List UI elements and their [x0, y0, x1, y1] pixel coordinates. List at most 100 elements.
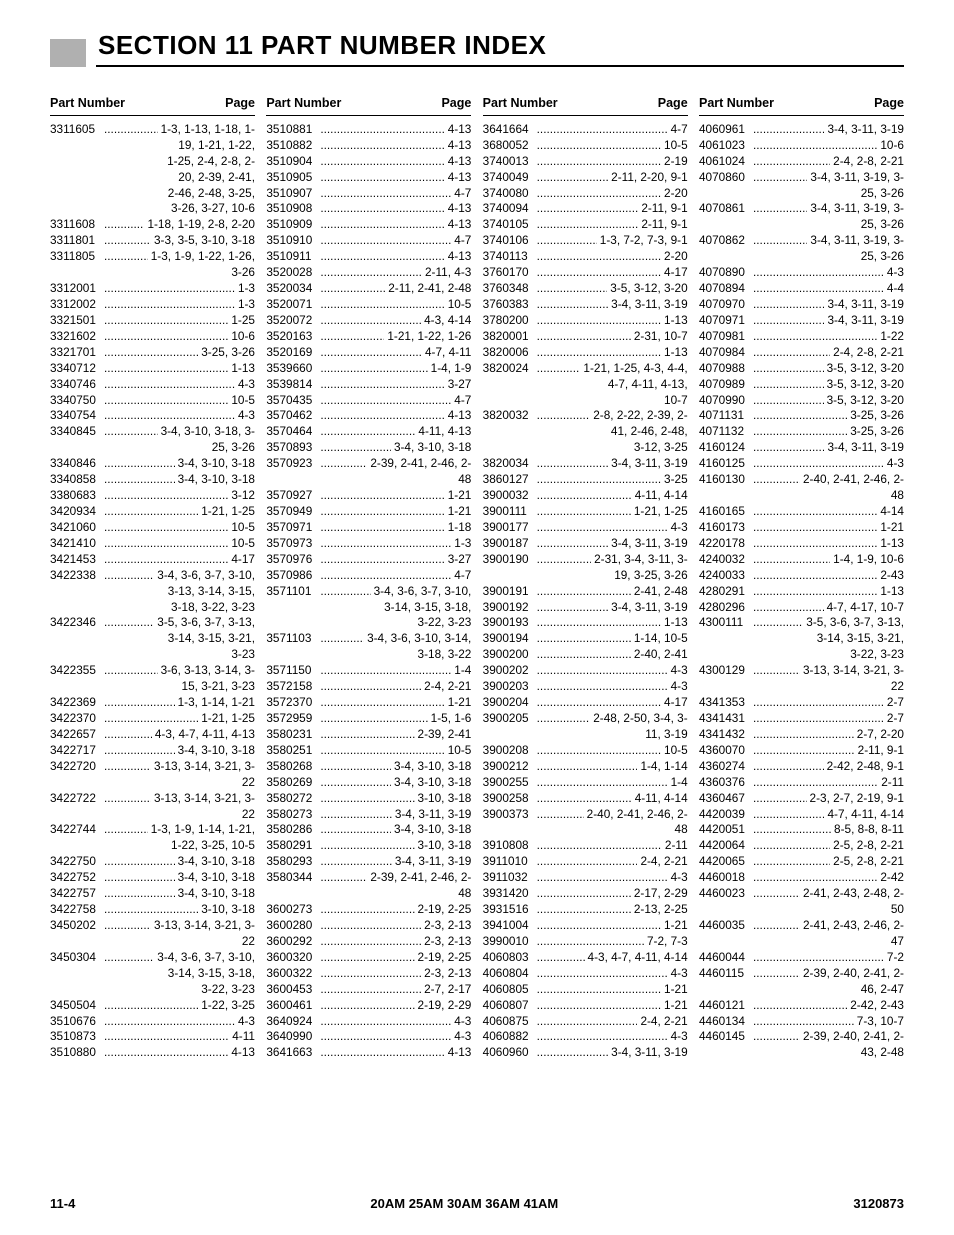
- index-entry: 35109114-13: [266, 249, 471, 265]
- page-refs: 2-5, 2-8, 2-21: [753, 854, 904, 870]
- page-refs: 10-5: [537, 743, 688, 759]
- part-number: 3580286: [266, 822, 320, 838]
- part-number: 3900200: [483, 647, 537, 663]
- page-refs: 3-13, 3-14, 3-21, 3-: [753, 663, 904, 679]
- page-refs: 3-25, 3-26: [104, 345, 255, 361]
- index-entry: 35200724-3, 4-14: [266, 313, 471, 329]
- index-entry: 33120021-3: [50, 297, 255, 313]
- index-entry: 37802001-13: [483, 313, 688, 329]
- index-entry: 40709842-4, 2-8, 2-21: [699, 345, 904, 361]
- part-number: 3450304: [50, 950, 104, 966]
- page-refs-cont: 3-14, 3-15, 3-21,: [699, 631, 904, 647]
- part-number: 3422355: [50, 663, 104, 679]
- index-entry: 40610242-4, 2-8, 2-21: [699, 154, 904, 170]
- part-number: 3900208: [483, 743, 537, 759]
- part-number: 3820032: [483, 408, 537, 424]
- index-entry: 37400132-19: [483, 154, 688, 170]
- index-entry: 43413532-7: [699, 695, 904, 711]
- page-refs: 1-3: [320, 536, 471, 552]
- page-refs: 2-11, 4-3: [320, 265, 471, 281]
- page-refs: 4-3: [537, 966, 688, 982]
- index-entry: 37400802-20: [483, 186, 688, 202]
- index-entry: 35109044-13: [266, 154, 471, 170]
- part-number: 3450504: [50, 998, 104, 1014]
- index-entry: 35802312-39, 2-41: [266, 727, 471, 743]
- part-number: 3520071: [266, 297, 320, 313]
- index-entry: 44600447-2: [699, 950, 904, 966]
- index-entry: 36002732-19, 2-25: [266, 902, 471, 918]
- page-refs: 2-5, 2-8, 2-21: [753, 838, 904, 854]
- part-number: 3380683: [50, 488, 104, 504]
- index-entry: 40711323-25, 3-26: [699, 424, 904, 440]
- page-refs: 3-5, 3-12, 3-20: [537, 281, 688, 297]
- index-entry: 39002551-4: [483, 775, 688, 791]
- part-number: 4460121: [699, 998, 753, 1014]
- index-entry: 35108814-13: [266, 122, 471, 138]
- part-number: 4061024: [699, 154, 753, 170]
- page-refs: 4-13: [320, 138, 471, 154]
- page-refs: 3-13, 3-14, 3-21, 3-: [104, 918, 255, 934]
- part-number: 4300111: [699, 615, 753, 631]
- index-entry: 40608752-4, 2-21: [483, 1014, 688, 1030]
- page-refs: 2-3, 2-13: [320, 966, 471, 982]
- part-number: 4460115: [699, 966, 753, 982]
- index-entry: 41601654-14: [699, 504, 904, 520]
- index-entry: 39314202-17, 2-29: [483, 886, 688, 902]
- part-number: 3900032: [483, 488, 537, 504]
- page-refs: 3-4, 3-6, 3-7, 3-10,: [104, 950, 255, 966]
- part-number: 4160130: [699, 472, 753, 488]
- part-number: 4060875: [483, 1014, 537, 1030]
- index-entry: 33408453-4, 3-10, 3-18, 3-: [50, 424, 255, 440]
- part-number: 4460018: [699, 870, 753, 886]
- index-entry: 36409244-3: [266, 1014, 471, 1030]
- page-refs-cont: 3-26: [50, 265, 255, 281]
- page-refs: 3-5, 3-12, 3-20: [753, 377, 904, 393]
- part-number: 3740105: [483, 217, 537, 233]
- page-refs: 1-21, 1-25: [104, 504, 255, 520]
- index-entry: 43001293-13, 3-14, 3-21, 3-: [699, 663, 904, 679]
- page-refs: 4-13: [104, 1045, 255, 1061]
- index-entry: 39108082-11: [483, 838, 688, 854]
- page-refs: 3-4, 3-10, 3-18, 3-: [104, 424, 255, 440]
- page-refs: 4-3: [320, 1014, 471, 1030]
- index-entry: 36416634-13: [266, 1045, 471, 1061]
- part-number: 4160165: [699, 504, 753, 520]
- index-entry: 36004612-19, 2-29: [266, 998, 471, 1014]
- page-refs: 1-18: [320, 520, 471, 536]
- index-entry: 39002584-11, 4-14: [483, 791, 688, 807]
- index-entry: 42802964-7, 4-17, 10-7: [699, 600, 904, 616]
- part-number: 3580293: [266, 854, 320, 870]
- page-refs: 2-40, 2-41: [537, 647, 688, 663]
- part-number: 3900193: [483, 615, 537, 631]
- page-refs: 1-5, 1-6: [320, 711, 471, 727]
- page-refs: 4-3, 4-14: [320, 313, 471, 329]
- page-refs: 2-7: [753, 711, 904, 727]
- page-refs: 3-4, 3-10, 3-18: [320, 775, 471, 791]
- part-number: 4060807: [483, 998, 537, 1014]
- page-refs: 2-41, 2-43, 2-46, 2-: [753, 918, 904, 934]
- index-entry: 40711313-25, 3-26: [699, 408, 904, 424]
- part-number: 3510873: [50, 1029, 104, 1045]
- part-number: 4460134: [699, 1014, 753, 1030]
- col-head-pn: Part Number: [266, 95, 341, 112]
- part-number: 3900373: [483, 807, 537, 823]
- index-entry: 40608044-3: [483, 966, 688, 982]
- index-entry: 39000324-11, 4-14: [483, 488, 688, 504]
- index-entry: 34227573-4, 3-10, 3-18: [50, 886, 255, 902]
- part-number: 3510907: [266, 186, 320, 202]
- part-number: 3510880: [50, 1045, 104, 1061]
- page-refs-cont: 22: [50, 775, 255, 791]
- index-entry: 42201781-13: [699, 536, 904, 552]
- index-entry: 38200061-13: [483, 345, 688, 361]
- part-number: 3510676: [50, 1014, 104, 1030]
- part-number: 3520072: [266, 313, 320, 329]
- part-number: 4061023: [699, 138, 753, 154]
- page-refs: 2-20: [537, 186, 688, 202]
- part-number: 3422750: [50, 854, 104, 870]
- page-refs: 4-3: [537, 679, 688, 695]
- index-entry: 35802723-10, 3-18: [266, 791, 471, 807]
- index-entry: 35108734-11: [50, 1029, 255, 1045]
- part-number: 4360070: [699, 743, 753, 759]
- index-entry: 33215011-25: [50, 313, 255, 329]
- part-number: 3580344: [266, 870, 320, 886]
